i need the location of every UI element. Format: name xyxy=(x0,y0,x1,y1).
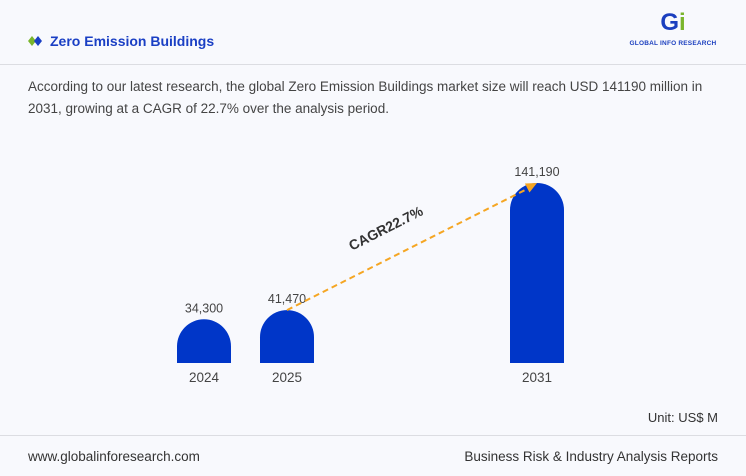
bar-2024 xyxy=(177,319,231,363)
logo-text: GLOBAL INFO RESEARCH xyxy=(629,40,717,47)
company-logo: Gi GLOBAL INFO RESEARCH xyxy=(626,9,720,48)
value-label: 34,300 xyxy=(185,301,223,315)
arrow-head-icon xyxy=(524,183,537,193)
category-label: 2024 xyxy=(189,370,220,385)
unit-label: Unit: US$ M xyxy=(647,410,718,425)
page-title: Zero Emission Buildings xyxy=(28,33,214,49)
description: According to our latest research, the gl… xyxy=(28,79,703,116)
bar-2031 xyxy=(510,183,564,363)
footer-tagline: Business Risk & Industry Analysis Report… xyxy=(464,449,718,464)
header: Zero Emission Buildings Gi GLOBAL INFO R… xyxy=(0,0,746,65)
bar-2025 xyxy=(260,310,314,363)
title-text: Zero Emission Buildings xyxy=(50,33,215,49)
category-label: 2031 xyxy=(522,370,552,385)
footer-divider xyxy=(0,435,746,436)
cagr-arrow xyxy=(286,185,534,312)
value-label: 141,190 xyxy=(514,165,559,179)
logo-mark: Gi xyxy=(660,9,686,36)
diamond-icon xyxy=(28,36,42,46)
value-label: 41,470 xyxy=(268,292,306,306)
website-link[interactable]: www.globalinforesearch.com xyxy=(28,449,200,464)
category-label: 2025 xyxy=(272,370,302,385)
